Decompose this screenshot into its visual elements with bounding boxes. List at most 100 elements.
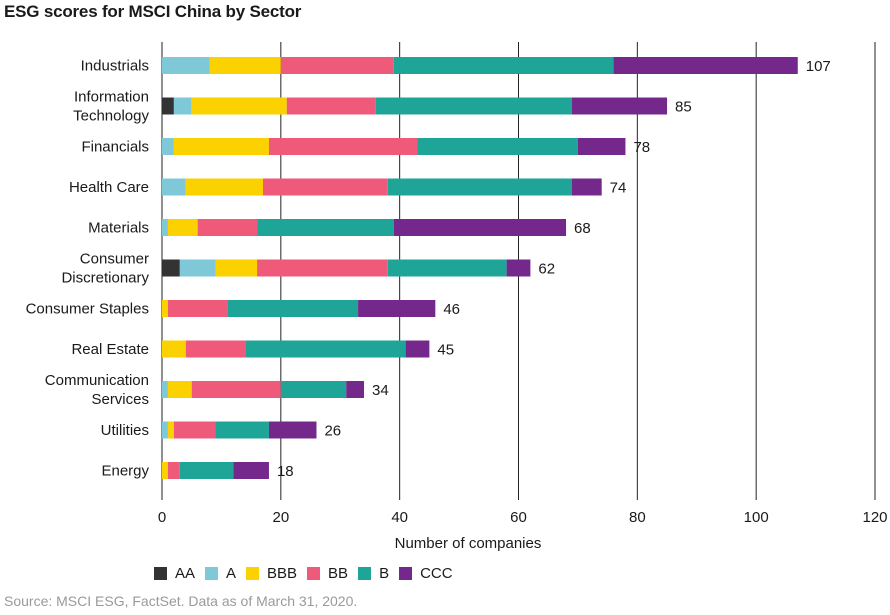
bar-segment-b — [387, 178, 572, 196]
legend-item-b: B — [358, 565, 389, 582]
legend-label: A — [226, 565, 237, 582]
bar-segment-b — [280, 381, 347, 398]
x-tick-label: 100 — [744, 509, 769, 526]
total-label: 45 — [437, 342, 454, 359]
bar-segment-aa — [162, 97, 174, 115]
bar-segment-ccc — [571, 97, 668, 115]
bar-segment-bbb — [215, 259, 258, 277]
bar-segment-a — [162, 421, 168, 439]
legend-swatch — [307, 567, 321, 580]
total-label: 46 — [443, 301, 460, 318]
bar-segment-ccc — [506, 259, 531, 277]
y-category-label: Utilities — [101, 422, 149, 439]
stacked-bar-chart: 107 85 78 74 68 62 46 45 34 26 18 Industrials Infor… — [26, 42, 888, 552]
bar-segment-bb — [167, 462, 180, 479]
bar-segment-b — [245, 340, 406, 358]
legend-label: BB — [328, 565, 349, 582]
bar-segment-ccc — [613, 57, 798, 74]
bar-segment-b — [179, 462, 234, 479]
bar-segment-bb — [263, 178, 388, 196]
total-label: 74 — [610, 180, 627, 197]
total-label: 78 — [633, 139, 650, 156]
bar-segment-ccc — [346, 381, 365, 398]
bar-segment-ccc — [577, 138, 626, 155]
bar-segment-a — [162, 178, 186, 196]
bar-segment-ccc — [268, 421, 317, 439]
bar-segment-ccc — [393, 219, 567, 236]
bar-segment-a — [162, 219, 168, 236]
y-category-label: Services — [91, 391, 149, 408]
bar-segment-b — [215, 421, 269, 439]
y-category-label: Communication — [45, 372, 149, 389]
y-category-label: Technology — [73, 108, 149, 125]
bars — [162, 57, 798, 479]
bar-segment-ccc — [405, 340, 430, 358]
bar-segment-b — [387, 259, 507, 277]
bar-segment-bb — [197, 219, 258, 236]
bar-segment-b — [417, 138, 578, 155]
bar-segment-a — [162, 57, 210, 74]
y-category-label: Discretionary — [61, 270, 149, 287]
bar-segment-bbb — [162, 462, 168, 479]
bar-segment-a — [162, 138, 174, 155]
legend-label: AA — [175, 565, 196, 582]
x-tick-label: 120 — [862, 509, 887, 526]
total-label: 34 — [372, 382, 389, 399]
legend-item-ccc: CCC — [399, 565, 453, 582]
legend-item-bbb: BBB — [246, 565, 297, 582]
total-label: 26 — [324, 423, 341, 440]
y-category-label: Materials — [88, 220, 149, 237]
legend-label: BBB — [267, 565, 298, 582]
bar-segment-bb — [185, 340, 246, 358]
bar-segment-bb — [191, 381, 281, 398]
y-category-label: Energy — [101, 463, 149, 480]
total-label: 107 — [806, 58, 831, 75]
x-axis-title: Number of companies — [395, 535, 542, 552]
bar-segment-bbb — [167, 421, 174, 439]
legend-swatch — [246, 567, 260, 580]
y-category-label: Health Care — [69, 179, 149, 196]
x-tick-label: 80 — [629, 509, 646, 526]
total-label: 62 — [538, 261, 555, 278]
x-tick-label: 40 — [391, 509, 408, 526]
bar-segment-b — [375, 97, 572, 115]
x-tick-label: 0 — [158, 509, 166, 526]
bar-segment-bbb — [167, 219, 198, 236]
bar-segment-b — [257, 219, 394, 236]
bar-segment-aa — [162, 259, 180, 277]
legend-item-a: A — [205, 565, 236, 582]
bar-segment-bbb — [191, 97, 287, 115]
legend: AA A BBB BB B CCC — [154, 565, 463, 582]
bar-segment-bb — [257, 259, 388, 277]
bar-segment-bbb — [162, 300, 168, 317]
bar-segment-bb — [173, 421, 216, 439]
bar-segment-a — [179, 259, 216, 277]
legend-label: B — [379, 565, 390, 582]
bar-segment-bb — [286, 97, 376, 115]
total-labels: 107 85 78 74 68 62 46 45 34 26 18 — [277, 58, 831, 480]
y-category-label: Information — [74, 89, 149, 106]
bar-segment-b — [227, 300, 359, 317]
legend-swatch — [154, 567, 167, 580]
source-note: Source: MSCI ESG, FactSet. Data as of Ma… — [4, 593, 358, 609]
legend-item-aa: AA — [154, 565, 195, 582]
y-category-label: Consumer — [80, 251, 149, 268]
x-tick-label: 60 — [510, 509, 527, 526]
legend-swatch — [205, 567, 219, 580]
legend-swatch — [399, 567, 413, 580]
bar-segment-ccc — [358, 300, 436, 317]
y-axis-labels: Industrials Information Technology Financia… — [26, 58, 150, 480]
bar-segment-a — [173, 97, 192, 115]
y-category-label: Real Estate — [71, 341, 149, 358]
legend-swatch — [358, 567, 372, 580]
bar-segment-bbb — [209, 57, 281, 74]
y-category-label: Consumer Staples — [26, 301, 149, 318]
bar-segment-bbb — [185, 178, 264, 196]
bar-segment-bbb — [162, 340, 186, 358]
bar-segment-bb — [167, 300, 228, 317]
total-label: 18 — [277, 463, 294, 480]
legend-item-bb: BB — [307, 565, 348, 582]
bar-segment-ccc — [233, 462, 269, 479]
x-axis-ticks: 0 20 40 60 80 100 120 — [158, 509, 888, 526]
bar-segment-bbb — [167, 381, 192, 398]
